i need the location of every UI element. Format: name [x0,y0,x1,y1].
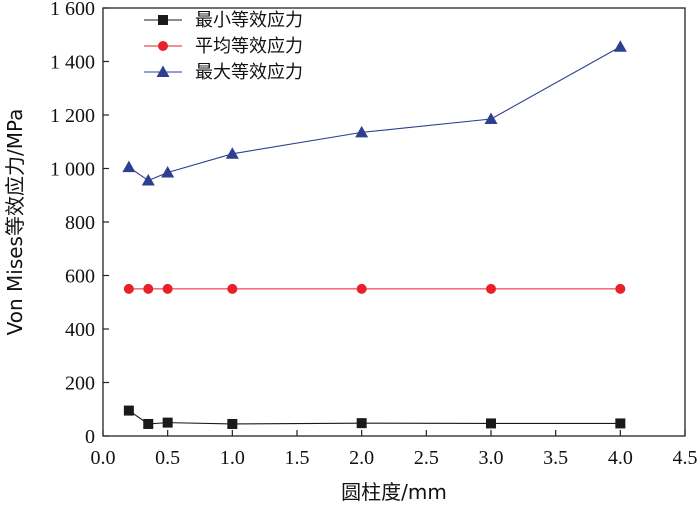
x-tick-label: 2.5 [414,447,439,469]
legend-item: 平均等效应力 [144,36,303,57]
y-tick-label: 800 [65,212,95,234]
legend-marker [158,15,168,25]
data-point [227,418,238,429]
legend-label: 最大等效应力 [195,62,303,83]
data-point [613,40,627,52]
legend-item: 最大等效应力 [144,62,303,83]
data-point [486,418,496,429]
data-point [143,283,154,294]
series-line [128,410,621,425]
data-point [143,418,154,429]
series-triangle [122,40,627,186]
legend-marker [158,41,168,51]
x-tick-label: 0.0 [91,447,116,469]
legend-label: 平均等效应力 [195,36,303,57]
x-tick-label: 2.0 [349,447,374,469]
data-point [615,418,626,429]
x-tick-label: 0.5 [155,447,180,469]
y-tick-label: 600 [65,266,95,288]
y-tick-label: 200 [65,373,95,395]
data-point [615,283,626,294]
y-tick-label: 1 600 [50,0,95,20]
data-point [141,174,155,186]
data-point [162,283,173,294]
y-tick-label: 1 200 [50,105,95,127]
data-point [484,112,498,125]
x-tick-label: 1.5 [285,447,310,469]
data-point [225,147,239,159]
data-point [122,160,136,173]
data-point [161,166,175,178]
x-axis-title: 圆柱度/mm [341,480,447,504]
x-tick-label: 4.5 [673,447,698,469]
x-tick-label: 3.5 [543,447,568,469]
x-tick-label: 4.0 [608,447,633,469]
y-tick-label: 1 000 [50,159,95,181]
legend-label: 最小等效应力 [195,10,303,31]
data-point [162,417,173,428]
x-tick-label: 3.0 [479,447,504,469]
series-circle [123,283,626,294]
y-tick-label: 0 [85,426,95,448]
series-square [123,405,626,429]
legend-marker [156,65,170,77]
series-layer [122,40,627,429]
y-axis-title: Von Mises等效应力/MPa [3,109,27,336]
plot-frame [102,7,686,437]
y-tick-label: 400 [65,319,95,341]
data-point [227,283,238,294]
data-point [356,418,367,429]
data-point [486,283,496,294]
data-point [356,283,367,294]
legend-item: 最小等效应力 [144,10,303,31]
data-point [355,125,369,138]
axes: 0.0 0.5 1.0 1.5 2.0 2.5 3.0 3.5 4.0 4.5 0 200 400 600… [50,0,698,469]
y-tick-label: 1 400 [50,52,95,74]
x-tick-label: 1.0 [220,447,245,469]
data-point [123,283,134,294]
data-point [123,405,134,416]
